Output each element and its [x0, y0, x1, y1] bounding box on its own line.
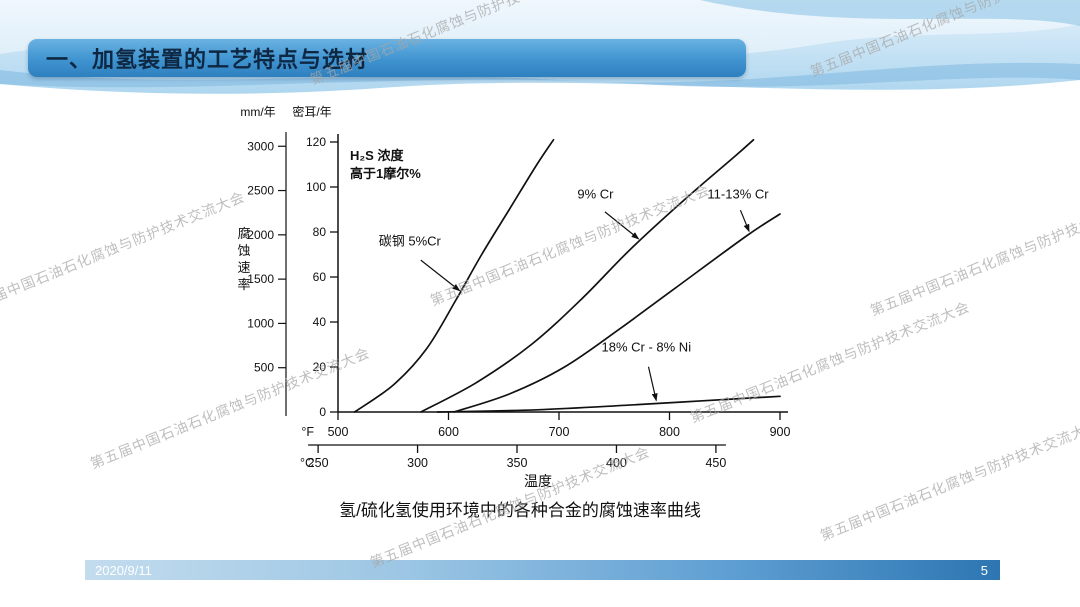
wave-decoration: [0, 62, 1080, 88]
slide-title-bar: 一、加氢装置的工艺特点与选材: [28, 39, 746, 77]
f-tick-label: 800: [659, 425, 680, 439]
f-tick-label: 600: [438, 425, 459, 439]
c-axis-unit: °C: [300, 456, 314, 470]
mil-tick-label: 120: [306, 135, 326, 149]
curve-label-arrow: [647, 366, 658, 402]
mm-tick-label: 500: [254, 361, 274, 375]
mm-tick-label: 1500: [247, 272, 274, 286]
mils-axis-header: 密耳/年: [292, 104, 331, 119]
page-number: 5: [980, 562, 988, 578]
c-tick-label: 250: [308, 456, 329, 470]
chart-caption: 氢/硫化氢使用环境中的各种合金的腐蚀速率曲线: [339, 501, 701, 520]
curve-label-arrow: [739, 209, 750, 233]
mm-tick-label: 3000: [247, 139, 274, 153]
y-axis-title: 腐蚀速率: [237, 226, 250, 292]
f-tick-label: 500: [328, 425, 349, 439]
mm-tick-label: 1000: [247, 316, 274, 330]
chart-curve: [420, 138, 755, 413]
curve-label: 11-13% Cr: [707, 186, 769, 201]
footer-date: 2020/9/11: [95, 562, 152, 578]
chart-curve: [453, 213, 781, 413]
corrosion-chart: 120 100 80 60 40 20 0 3000 2500 2000 1500 1000 500 mm…: [228, 100, 808, 500]
mm-tick-label: 2500: [247, 184, 274, 198]
chart-curve: [353, 138, 555, 413]
h2s-annotation: 高于1摩尔%: [350, 166, 421, 181]
watermark-text: 第五届中国石油石化腐蚀与防护技术交流大会: [867, 191, 1080, 319]
f-axis-unit: °F: [301, 425, 314, 439]
curve-label-arrow: [604, 211, 640, 240]
slide-title: 一、加氢装置的工艺特点与选材: [46, 47, 369, 72]
chart-curve: [436, 395, 781, 413]
c-tick-label: 300: [407, 456, 428, 470]
c-tick-label: 350: [507, 456, 528, 470]
mil-tick-label: 100: [306, 180, 326, 194]
curve-label: 9% Cr: [577, 186, 614, 201]
h2s-annotation: H₂S 浓度: [350, 148, 404, 163]
curve-label-arrow: [420, 259, 461, 292]
wave-decoration: [700, 0, 1080, 26]
footer-bar: 2020/9/11 5: [85, 560, 1000, 580]
mm-axis-header: mm/年: [240, 105, 275, 119]
x-axis-title: 温度: [524, 473, 552, 489]
mil-tick-label: 40: [313, 315, 327, 329]
curve-label: 18% Cr - 8% Ni: [602, 339, 692, 354]
c-tick-label: 400: [606, 456, 627, 470]
f-tick-label: 900: [770, 425, 791, 439]
curve-label: 碳钢 5%Cr: [379, 234, 442, 249]
mil-tick-label: 20: [313, 360, 327, 374]
mil-tick-label: 60: [313, 270, 327, 284]
watermark-text: 第五届中国石油石化腐蚀与防护技术交流大会: [817, 416, 1080, 544]
corrosion-chart-svg: 120 100 80 60 40 20 0 3000 2500 2000 1500 1000 500 mm…: [237, 104, 790, 489]
mil-tick-label: 0: [319, 405, 326, 419]
mil-tick-label: 80: [313, 225, 327, 239]
watermark-text: 第五届中国石油石化腐蚀与防护技术交流大会: [0, 188, 248, 316]
c-tick-label: 450: [705, 456, 726, 470]
f-tick-label: 700: [549, 425, 570, 439]
mm-tick-label: 2000: [247, 228, 274, 242]
chart-root: 120 100 80 60 40 20 0 3000 2500 2000 1500 1000 500 mm…: [237, 104, 790, 489]
